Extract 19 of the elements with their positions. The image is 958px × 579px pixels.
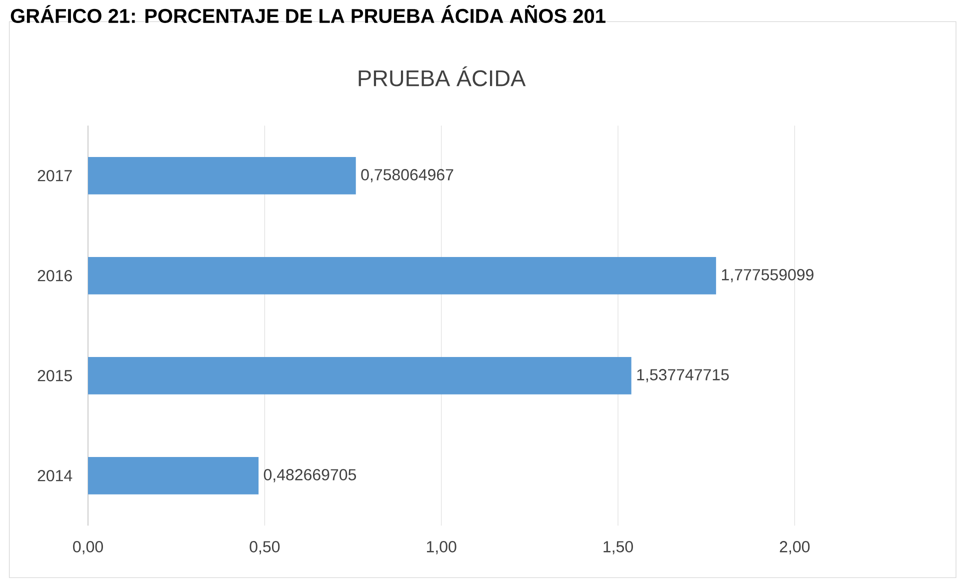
x-tick-label: 2,00 bbox=[780, 541, 810, 554]
y-tick-label: 2017 bbox=[38, 170, 72, 182]
x-tick-label: 1,00 bbox=[426, 541, 456, 554]
data-label: 1,777559099 bbox=[722, 269, 814, 282]
bar bbox=[88, 356, 632, 394]
x-tick-label: 0,50 bbox=[250, 541, 280, 554]
y-tick-label: 2016 bbox=[38, 270, 72, 282]
chart-title: PRUEBA ÁCIDA bbox=[358, 66, 526, 86]
bar bbox=[88, 456, 259, 494]
x-tick-label: 0,00 bbox=[73, 541, 103, 554]
data-label: 1,537747715 bbox=[637, 369, 729, 382]
data-label: 0,758064967 bbox=[361, 169, 454, 182]
data-label: 0,482669705 bbox=[264, 469, 356, 482]
y-tick-label: 2015 bbox=[38, 370, 72, 382]
y-tick-label: 2014 bbox=[38, 470, 72, 482]
x-tick-label: 1,50 bbox=[604, 541, 633, 554]
bar bbox=[88, 257, 716, 294]
text: GRÁFICO 21: PORCENTAJE DE LA PRUEBA ÁCIDA AÑOS 201 bbox=[10, 5, 606, 24]
bar bbox=[88, 157, 356, 194]
